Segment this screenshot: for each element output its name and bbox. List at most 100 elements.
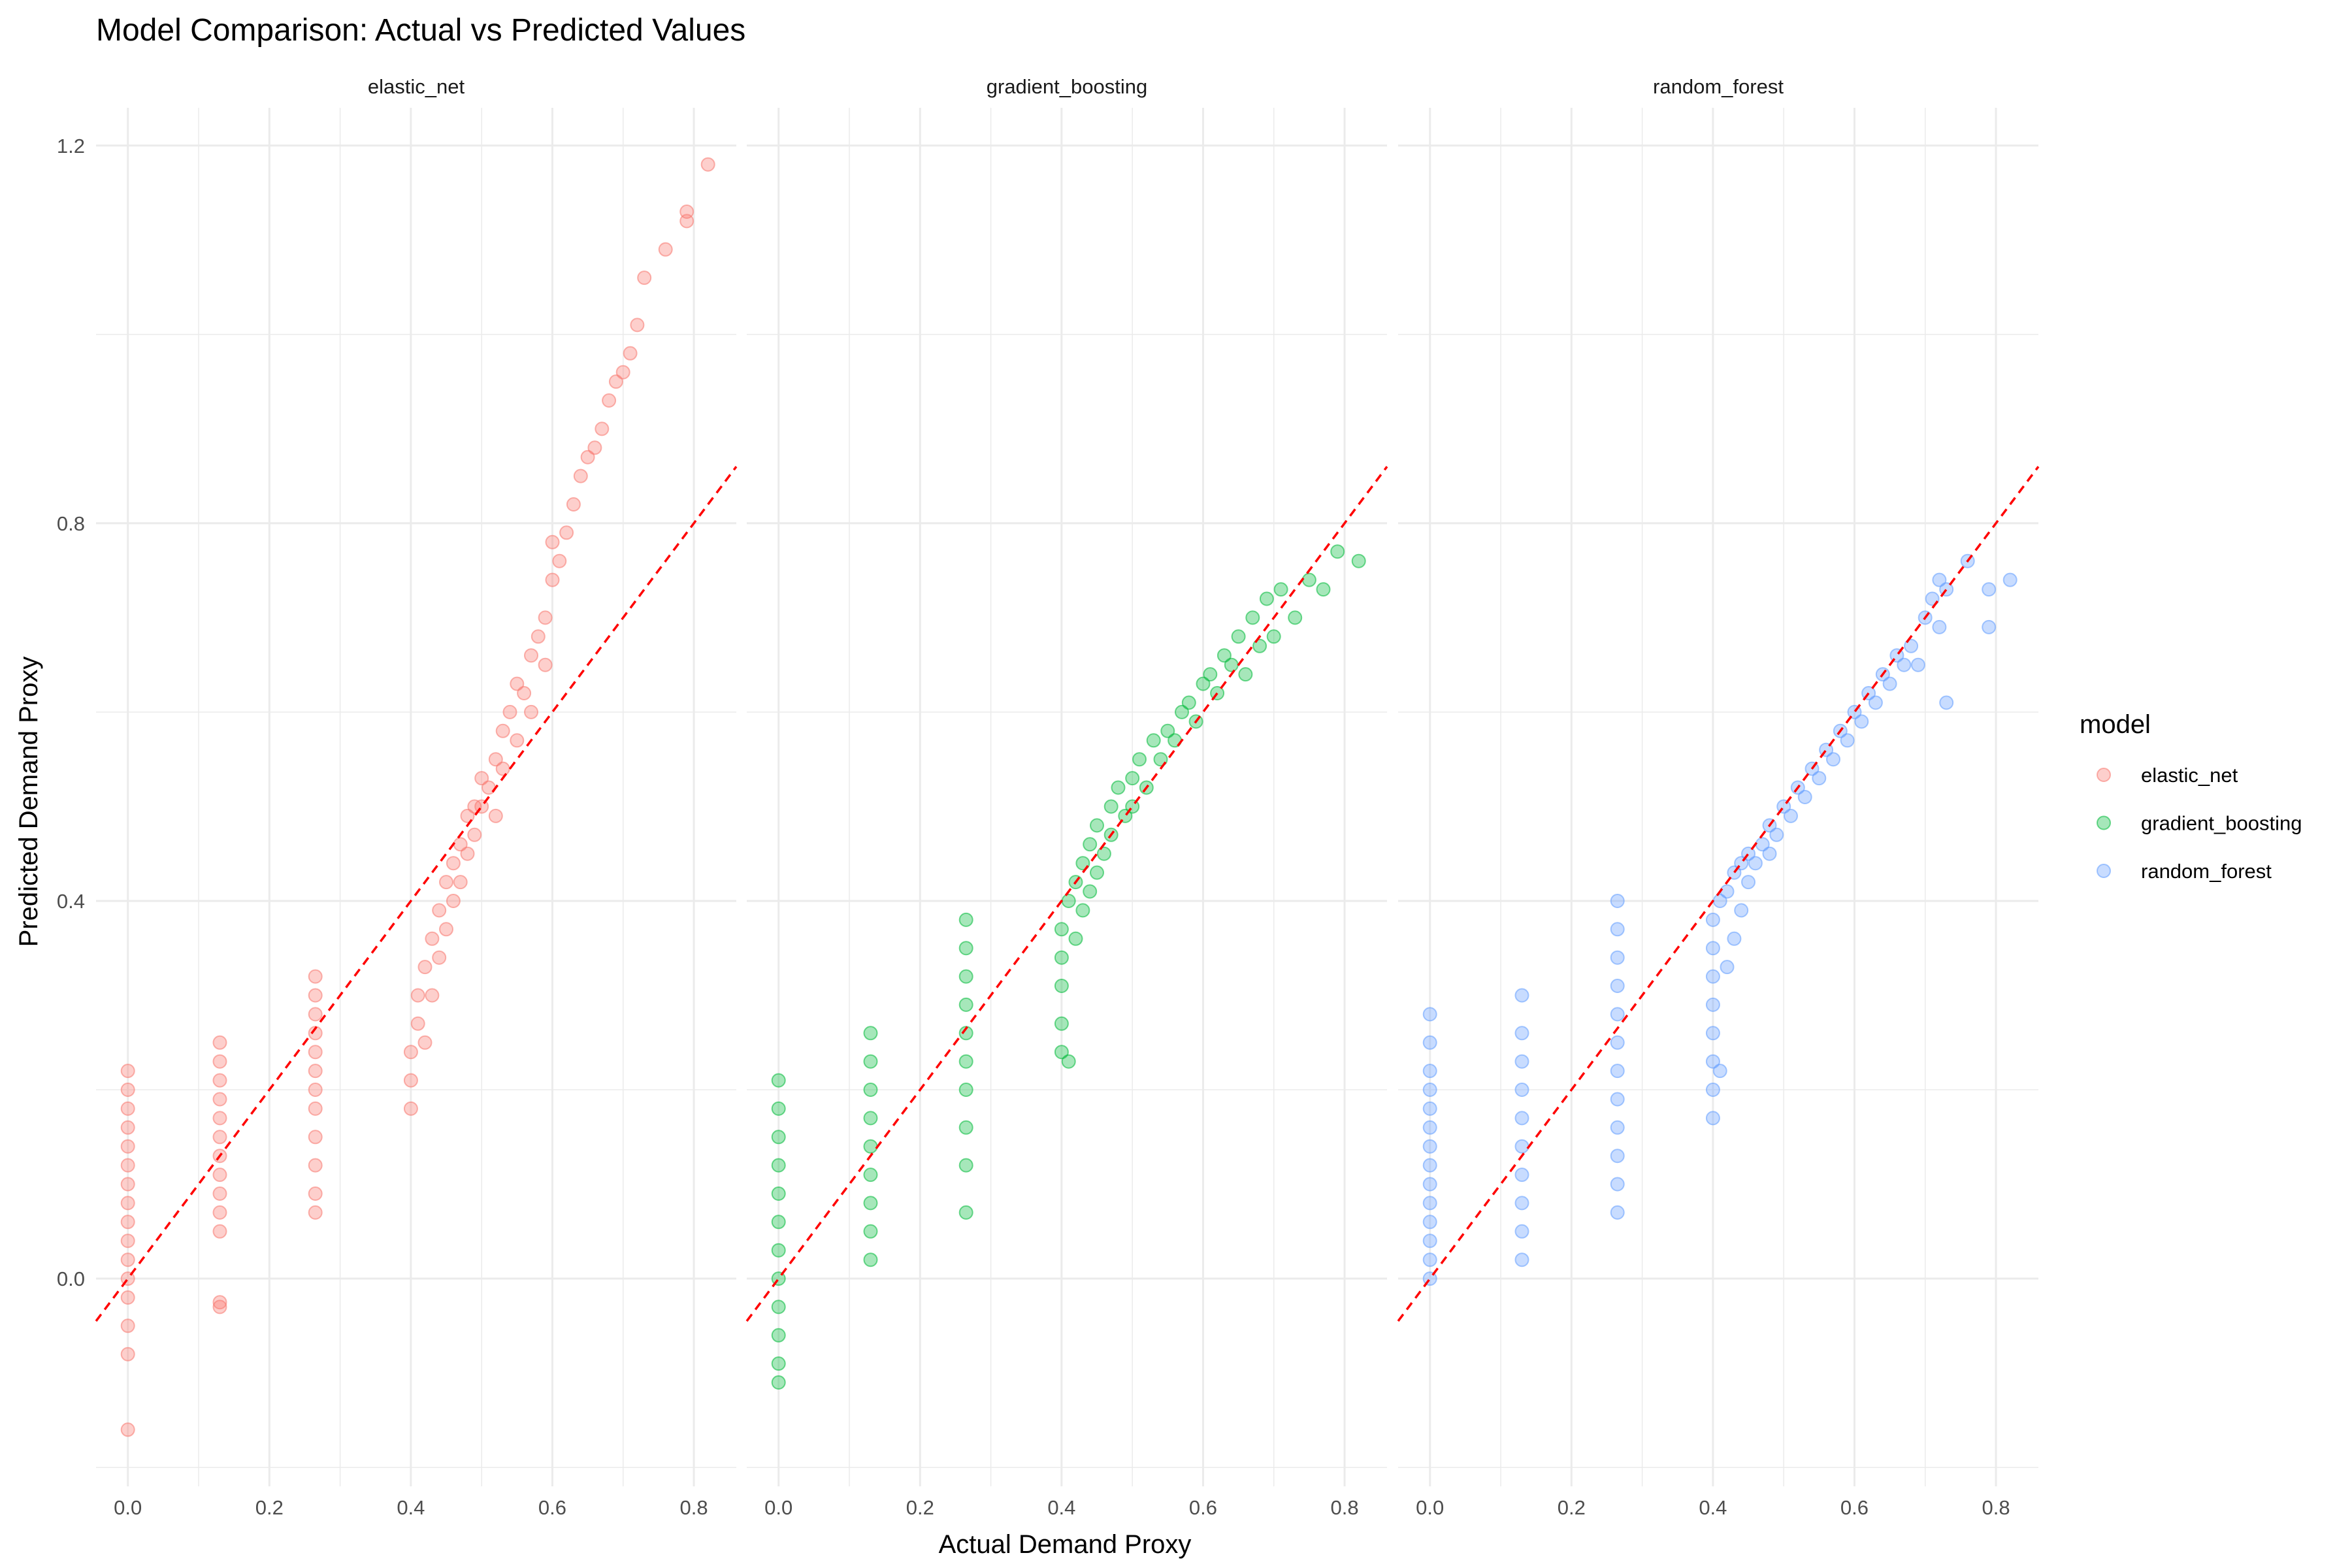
data-point xyxy=(863,1139,878,1154)
points-random_forest xyxy=(1422,553,2017,1286)
data-point xyxy=(1705,1026,1720,1041)
data-point xyxy=(510,676,525,691)
data-point xyxy=(212,1035,227,1050)
data-point xyxy=(467,827,482,842)
data-point xyxy=(637,270,652,286)
legend-item-elastic_net: elastic_net xyxy=(2097,764,2238,787)
data-point xyxy=(1720,960,1735,975)
data-point xyxy=(1514,1111,1529,1126)
data-point xyxy=(771,1158,786,1173)
data-point xyxy=(1054,1045,1069,1060)
data-point xyxy=(120,1347,135,1362)
data-point xyxy=(1245,610,1260,625)
data-point xyxy=(410,988,425,1003)
data-point xyxy=(958,1083,973,1097)
x-tick-label: 0.0 xyxy=(764,1496,792,1519)
data-point xyxy=(1054,979,1069,993)
data-point xyxy=(1705,941,1720,956)
x-tick-label: 0.2 xyxy=(1558,1496,1586,1519)
x-tick-label: 0.6 xyxy=(1840,1496,1869,1519)
data-point xyxy=(1132,752,1147,767)
data-point xyxy=(120,1101,135,1116)
data-point xyxy=(1238,667,1253,682)
data-point xyxy=(1712,1064,1727,1079)
gridlines xyxy=(747,108,1387,1486)
data-point xyxy=(1705,997,1720,1012)
data-point xyxy=(517,686,532,700)
data-point xyxy=(863,1252,878,1267)
data-point xyxy=(1769,827,1784,842)
legend-label: gradient_boosting xyxy=(2141,812,2302,835)
data-point xyxy=(1266,629,1281,644)
data-point xyxy=(1422,1101,1437,1116)
data-point xyxy=(1514,988,1529,1003)
data-point xyxy=(1422,1177,1437,1192)
legend-item-random_forest: random_forest xyxy=(2097,860,2272,883)
data-point xyxy=(524,648,538,663)
data-point xyxy=(1061,894,1076,908)
x-tick-label: 0.6 xyxy=(538,1496,566,1519)
data-point xyxy=(212,1224,227,1239)
data-point xyxy=(958,969,973,984)
data-point xyxy=(120,1083,135,1097)
data-point xyxy=(502,704,517,719)
facet-label-gradient_boosting: gradient_boosting xyxy=(987,75,1147,98)
data-point xyxy=(425,988,440,1003)
data-point xyxy=(495,761,510,776)
data-point xyxy=(1610,1007,1625,1022)
gridlines xyxy=(96,108,736,1486)
data-point xyxy=(446,856,461,871)
data-point xyxy=(863,1111,878,1126)
data-point xyxy=(1882,676,1897,691)
data-point xyxy=(1301,572,1316,587)
data-point xyxy=(453,875,468,890)
data-point xyxy=(1068,931,1083,946)
data-point xyxy=(212,1186,227,1201)
data-point xyxy=(863,1196,878,1211)
data-point xyxy=(1422,1196,1437,1211)
data-point xyxy=(432,950,447,965)
data-point xyxy=(559,525,574,540)
data-point xyxy=(1160,723,1175,738)
data-point xyxy=(630,318,645,333)
data-point xyxy=(120,1290,135,1305)
data-point xyxy=(308,1007,323,1022)
data-point xyxy=(771,1328,786,1343)
data-point xyxy=(1231,629,1246,644)
data-point xyxy=(212,1111,227,1126)
data-point xyxy=(1075,903,1090,918)
x-tick-label: 0.4 xyxy=(1047,1496,1075,1519)
data-point xyxy=(771,1356,786,1371)
panel-elastic_net: elastic_net 0.0 0.2 0.4 0.6 0.8 xyxy=(95,75,738,1519)
x-tick-label: 0.4 xyxy=(397,1496,425,1519)
data-point xyxy=(474,771,489,786)
data-point xyxy=(1422,1158,1437,1173)
data-point xyxy=(308,1205,323,1220)
data-point xyxy=(580,449,595,465)
data-point xyxy=(771,1073,786,1088)
data-point xyxy=(958,912,973,927)
data-point xyxy=(679,204,694,219)
data-point xyxy=(771,1186,786,1201)
data-point xyxy=(1054,1016,1069,1031)
data-point xyxy=(212,1130,227,1145)
data-point xyxy=(1422,1064,1437,1079)
data-point xyxy=(120,1139,135,1154)
data-point xyxy=(1840,733,1855,748)
gridlines xyxy=(1398,108,2038,1486)
data-point xyxy=(1762,846,1777,861)
data-point xyxy=(1316,582,1331,597)
data-point xyxy=(1422,1139,1437,1154)
reference-line xyxy=(745,466,1388,1322)
data-point xyxy=(403,1073,418,1088)
data-point xyxy=(1422,1083,1437,1097)
y-tick-label: 0.8 xyxy=(57,512,85,535)
data-point xyxy=(432,903,447,918)
data-point xyxy=(1610,922,1625,937)
data-point xyxy=(308,1130,323,1145)
data-point xyxy=(1422,1215,1437,1230)
data-point xyxy=(1610,1120,1625,1135)
x-tick-label: 0.6 xyxy=(1189,1496,1217,1519)
data-point xyxy=(958,1120,973,1135)
